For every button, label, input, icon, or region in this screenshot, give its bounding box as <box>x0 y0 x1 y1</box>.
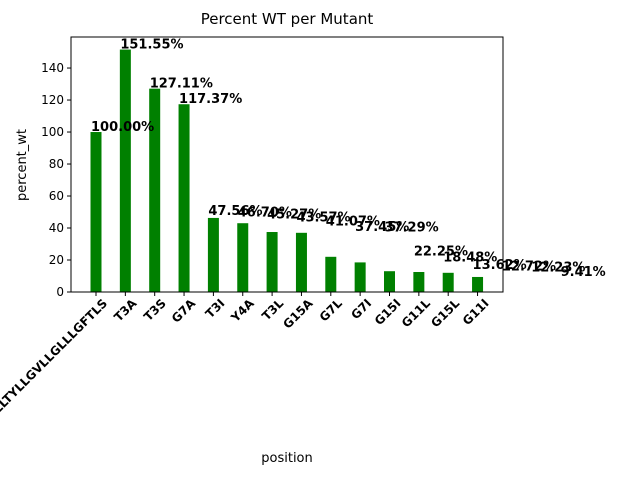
value-label: 13.62% <box>473 258 527 273</box>
value-label: 37.45% <box>355 220 409 235</box>
y-tick-label: 20 <box>49 253 64 267</box>
x-axis-label: position <box>261 451 313 466</box>
value-label: 9.41% <box>561 265 606 280</box>
bar <box>295 232 307 292</box>
x-tick-label: G15A <box>280 296 316 332</box>
bar <box>178 104 190 292</box>
plot-frame <box>70 36 504 293</box>
bar <box>413 272 425 292</box>
value-label: 37.29% <box>385 220 439 235</box>
bar <box>237 223 249 292</box>
x-tick-label: T3A <box>111 296 140 325</box>
y-tick-label: 80 <box>49 157 64 171</box>
bar <box>90 132 102 292</box>
bar <box>384 271 395 292</box>
value-label: 12.23% <box>531 260 585 275</box>
value-label: 151.55% <box>120 38 183 53</box>
bar <box>119 49 131 292</box>
bar <box>354 262 366 292</box>
y-tick-label: 60 <box>49 189 64 203</box>
x-tick-label: G7A <box>169 296 199 326</box>
value-label: 41.07% <box>326 214 380 229</box>
y-axis-label: percent_wt <box>15 129 30 201</box>
x-tick-label: LLLTYLLGVLLGLLLGFTLS <box>0 296 110 421</box>
bar <box>472 276 484 292</box>
x-tick-label: Y4A <box>228 296 258 326</box>
bar <box>149 88 161 292</box>
value-label: 18.48% <box>443 250 497 265</box>
bar <box>442 272 454 292</box>
value-label: 117.37% <box>179 92 242 107</box>
y-tick-label: 100 <box>41 125 64 139</box>
y-tick-label: 40 <box>49 221 64 235</box>
value-label: 45.27% <box>267 208 321 223</box>
bar <box>325 256 337 292</box>
y-tick-label: 140 <box>41 61 64 75</box>
x-tick-label: T3S <box>141 296 169 324</box>
x-tick-label: G11I <box>460 296 492 328</box>
bar <box>266 232 278 292</box>
value-label: 12.72% <box>502 260 556 275</box>
value-label: 127.11% <box>150 77 213 92</box>
bar <box>207 217 219 292</box>
value-label: 43.57% <box>296 210 350 225</box>
x-tick-label: G7L <box>317 296 345 324</box>
x-tick-label: G7I <box>348 296 374 322</box>
y-tick-label: 0 <box>56 285 64 299</box>
value-label: 22.25% <box>414 244 468 259</box>
y-tick-label: 120 <box>41 93 64 107</box>
value-label: 46.70% <box>238 205 292 220</box>
x-tick-label: T3I <box>203 296 228 321</box>
x-tick-label: G15I <box>372 296 404 328</box>
chart-title: Percent WT per Mutant <box>201 10 374 28</box>
x-tick-label: G15L <box>428 296 462 330</box>
x-tick-label: G11L <box>399 296 433 330</box>
value-label: 100.00% <box>91 120 154 135</box>
value-label: 47.56% <box>208 204 262 219</box>
